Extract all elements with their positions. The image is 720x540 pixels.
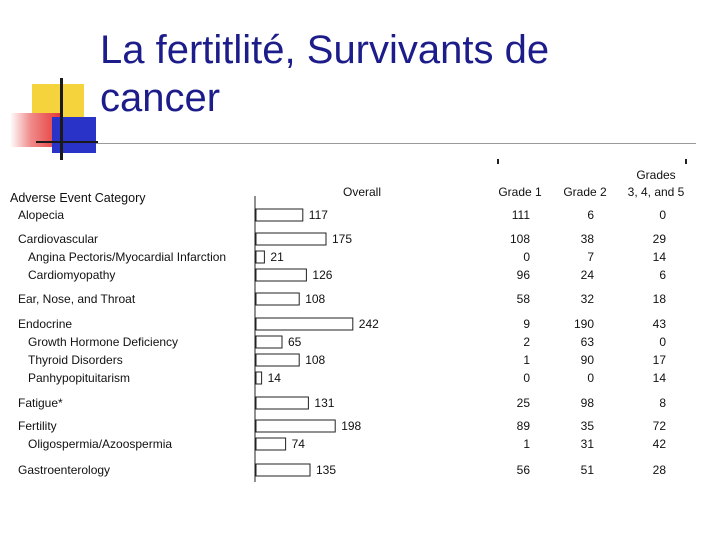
overall-value: 135 — [316, 463, 336, 477]
header-grades-line1: Grades — [636, 168, 675, 182]
grade2-value: 190 — [574, 317, 594, 331]
overall-bar — [255, 396, 309, 410]
grade2-value: 51 — [581, 463, 595, 477]
overall-value: 108 — [305, 292, 325, 306]
overall-value: 131 — [314, 396, 334, 410]
grade345-value: 72 — [653, 419, 667, 433]
overall-bar — [255, 268, 307, 282]
grade345-value: 29 — [653, 232, 667, 246]
header-grade2: Grade 2 — [563, 185, 607, 199]
grade1-value: 1 — [523, 437, 530, 451]
grade2-value: 38 — [581, 232, 595, 246]
overall-value: 14 — [268, 371, 282, 385]
grade345-value: 18 — [653, 292, 667, 306]
grade2-value: 98 — [581, 396, 595, 410]
grade2-value: 24 — [581, 268, 595, 282]
grade1-value: 56 — [517, 463, 531, 477]
grade345-value: 17 — [653, 353, 667, 367]
grade1-value: 111 — [512, 208, 531, 222]
grade345-value: 14 — [653, 250, 667, 264]
decor-blue-square — [52, 117, 96, 153]
overall-bar — [255, 353, 300, 367]
header-grades-line2: 3, 4, and 5 — [628, 185, 685, 199]
grade1-value: 89 — [517, 419, 531, 433]
grade2-value: 7 — [587, 250, 594, 264]
grade345-value: 28 — [653, 463, 667, 477]
grade1-value: 58 — [517, 292, 531, 306]
grade345-value: 0 — [659, 208, 666, 222]
grade2-value: 0 — [587, 371, 594, 385]
overall-bar — [255, 335, 283, 349]
grade1-value: 96 — [517, 268, 531, 282]
category-label: Ear, Nose, and Throat — [18, 292, 136, 306]
overall-value: 242 — [359, 317, 379, 331]
category-label: Growth Hormone Deficiency — [28, 335, 178, 349]
category-label: Gastroenterology — [18, 463, 110, 477]
grade1-value: 9 — [523, 317, 530, 331]
grade345-value: 6 — [659, 268, 666, 282]
overall-bar — [255, 437, 287, 451]
overall-bar — [255, 250, 265, 264]
adverse-event-chart: Adverse Event Category Overall Grade 1 G… — [10, 159, 687, 482]
decor-horizontal-line — [36, 141, 98, 143]
header-grade1: Grade 1 — [498, 185, 542, 199]
grade1-value: 1 — [523, 353, 530, 367]
overall-bar — [255, 419, 336, 433]
overall-bar — [255, 463, 311, 477]
header-category: Adverse Event Category — [10, 191, 146, 205]
category-label: Cardiomyopathy — [28, 268, 115, 282]
grade345-value: 42 — [653, 437, 667, 451]
category-label: Thyroid Disorders — [28, 353, 123, 367]
category-label: Fatigue* — [18, 396, 63, 410]
overall-bar — [255, 232, 327, 246]
grade1-value: 0 — [523, 250, 530, 264]
title-underline — [96, 143, 696, 144]
grade1-value: 2 — [523, 335, 530, 349]
grade345-value: 0 — [659, 335, 666, 349]
overall-bar — [255, 292, 300, 306]
grade345-value: 8 — [659, 396, 666, 410]
category-label: Oligospermia/Azoospermia — [28, 437, 172, 451]
overall-bar — [255, 317, 354, 331]
grade1-value: 0 — [523, 371, 530, 385]
overall-value: 108 — [305, 353, 325, 367]
overall-value: 175 — [332, 232, 352, 246]
grade1-value: 108 — [510, 232, 530, 246]
overall-value: 198 — [341, 419, 361, 433]
overall-value: 21 — [270, 250, 284, 264]
grade2-value: 32 — [581, 292, 595, 306]
category-label: Cardiovascular — [18, 232, 98, 246]
category-label: Fertility — [18, 419, 57, 433]
category-label: Alopecia — [18, 208, 64, 222]
grade2-value: 63 — [581, 335, 595, 349]
grade2-value: 90 — [581, 353, 595, 367]
category-label: Panhypopituitarism — [28, 371, 130, 385]
overall-value: 65 — [288, 335, 302, 349]
decor-vertical-line — [60, 78, 63, 160]
category-label: Endocrine — [18, 317, 72, 331]
header-overall: Overall — [343, 185, 381, 199]
grade345-value: 14 — [653, 371, 667, 385]
slide-title: La fertitlité, Survivants de cancer — [100, 28, 550, 120]
grade2-value: 35 — [581, 419, 595, 433]
overall-bar — [255, 208, 304, 222]
grade345-value: 43 — [653, 317, 667, 331]
overall-value: 74 — [292, 437, 306, 451]
overall-value: 117 — [309, 208, 328, 222]
grade1-value: 25 — [517, 396, 531, 410]
overall-bar — [255, 371, 263, 385]
category-label: Angina Pectoris/Myocardial Infarction — [28, 250, 226, 264]
grade2-value: 6 — [587, 208, 594, 222]
overall-value: 126 — [312, 268, 332, 282]
grade2-value: 31 — [581, 437, 595, 451]
